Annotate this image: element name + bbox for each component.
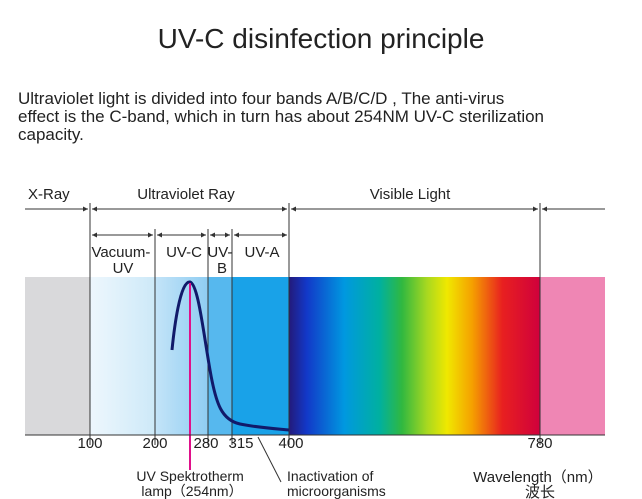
region-label: Ultraviolet Ray (137, 186, 235, 203)
annotation-line: UV Spektrotherm (136, 468, 243, 484)
band-label: UV-C (166, 244, 202, 261)
leader-line (257, 436, 282, 483)
band-label-line: UV- (207, 244, 232, 261)
uva-band (232, 277, 289, 435)
region-label: X-Ray (28, 186, 70, 203)
absorption-curve (170, 280, 290, 432)
annotation-line: Inactivation of (287, 468, 373, 484)
band-label-line: Vacuum- (91, 244, 150, 261)
annotation-line: lamp（254nm） (141, 483, 242, 499)
uvc-band (155, 277, 208, 435)
region-label: Visible Light (370, 186, 451, 203)
band-label-line: B (217, 260, 227, 277)
band-label: UV- B (207, 244, 236, 277)
annotation-line: 波长 (525, 484, 555, 499)
uvb-band (208, 277, 232, 435)
description-line: capacity. (18, 125, 84, 144)
tick-label: 315 (228, 435, 253, 452)
band-label: Vacuum- UV (91, 244, 154, 277)
visible-band (289, 277, 540, 435)
band-label: UV-A (244, 244, 279, 261)
vuv-band (90, 277, 155, 435)
annotation: Inactivation of microorganisms (287, 468, 386, 499)
title: UV-C disinfection principle (158, 23, 485, 54)
band-label-line: UV (113, 260, 134, 277)
tick-label: 100 (77, 435, 102, 452)
tick-label: 780 (527, 435, 552, 452)
xray-band (25, 277, 90, 435)
annotation-line: microorganisms (287, 483, 386, 499)
description-line: Ultraviolet light is divided into four b… (18, 89, 504, 108)
description: Ultraviolet light is divided into four b… (18, 89, 549, 144)
annotation-line: Wavelength（nm） (473, 469, 603, 486)
annotation: Wavelength（nm） 波长 (473, 469, 607, 499)
description-line: effect is the C-band, which in turn has … (18, 107, 544, 126)
tick-label: 280 (193, 435, 218, 452)
tick-label: 400 (278, 435, 303, 452)
dividers (89, 203, 541, 445)
tick-label: 200 (142, 435, 167, 452)
annotation: UV Spektrotherm lamp（254nm） (136, 468, 247, 499)
ir-band (540, 277, 605, 435)
